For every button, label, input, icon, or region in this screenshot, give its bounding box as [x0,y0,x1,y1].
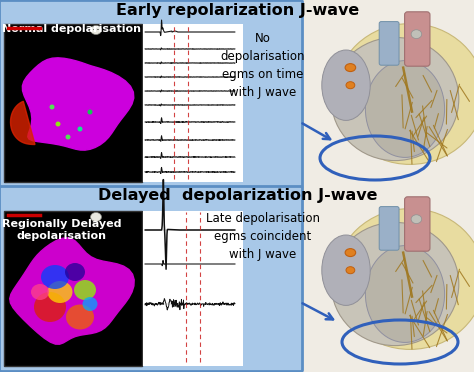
Ellipse shape [345,248,356,257]
Bar [143,211,243,366]
Ellipse shape [66,305,94,330]
FancyBboxPatch shape [379,22,399,65]
Text: Late depolarisation
egms coincident
with J wave: Late depolarisation egms coincident with… [206,212,320,261]
Bar [302,0,474,372]
Ellipse shape [34,292,66,322]
Ellipse shape [47,281,73,303]
Ellipse shape [78,126,82,131]
Polygon shape [10,101,35,144]
Ellipse shape [88,109,92,115]
Text: Regionally Delayed
depolarisation: Regionally Delayed depolarisation [2,219,122,241]
Ellipse shape [49,105,55,109]
Ellipse shape [74,280,96,300]
Ellipse shape [346,82,355,89]
Polygon shape [22,58,134,150]
Ellipse shape [345,64,356,71]
Ellipse shape [91,26,101,35]
Bar [143,24,243,182]
Bar [4,211,142,366]
Ellipse shape [411,30,422,39]
FancyBboxPatch shape [0,186,302,372]
Text: Normal depolarisation: Normal depolarisation [2,24,142,34]
FancyBboxPatch shape [0,0,302,187]
Text: Delayed  depolarization J-wave: Delayed depolarization J-wave [98,188,378,203]
Ellipse shape [331,222,459,346]
Text: Early repolarization J-wave: Early repolarization J-wave [117,3,360,18]
FancyBboxPatch shape [405,12,430,66]
FancyBboxPatch shape [405,197,430,251]
Ellipse shape [65,263,85,281]
Ellipse shape [331,38,459,161]
Ellipse shape [65,135,71,140]
Ellipse shape [82,297,98,311]
Ellipse shape [335,209,474,349]
FancyBboxPatch shape [379,206,399,250]
Text: No
depolarisation
egms on time
with J wave: No depolarisation egms on time with J wa… [221,32,305,99]
Ellipse shape [31,284,49,300]
Ellipse shape [346,267,355,274]
Ellipse shape [411,215,422,224]
Ellipse shape [335,23,474,164]
Ellipse shape [365,246,445,342]
Ellipse shape [91,212,101,221]
Ellipse shape [322,235,370,305]
Ellipse shape [55,122,61,126]
Bar [4,24,142,182]
Ellipse shape [365,61,445,157]
Ellipse shape [41,265,69,289]
Ellipse shape [322,50,370,121]
Polygon shape [10,238,134,344]
